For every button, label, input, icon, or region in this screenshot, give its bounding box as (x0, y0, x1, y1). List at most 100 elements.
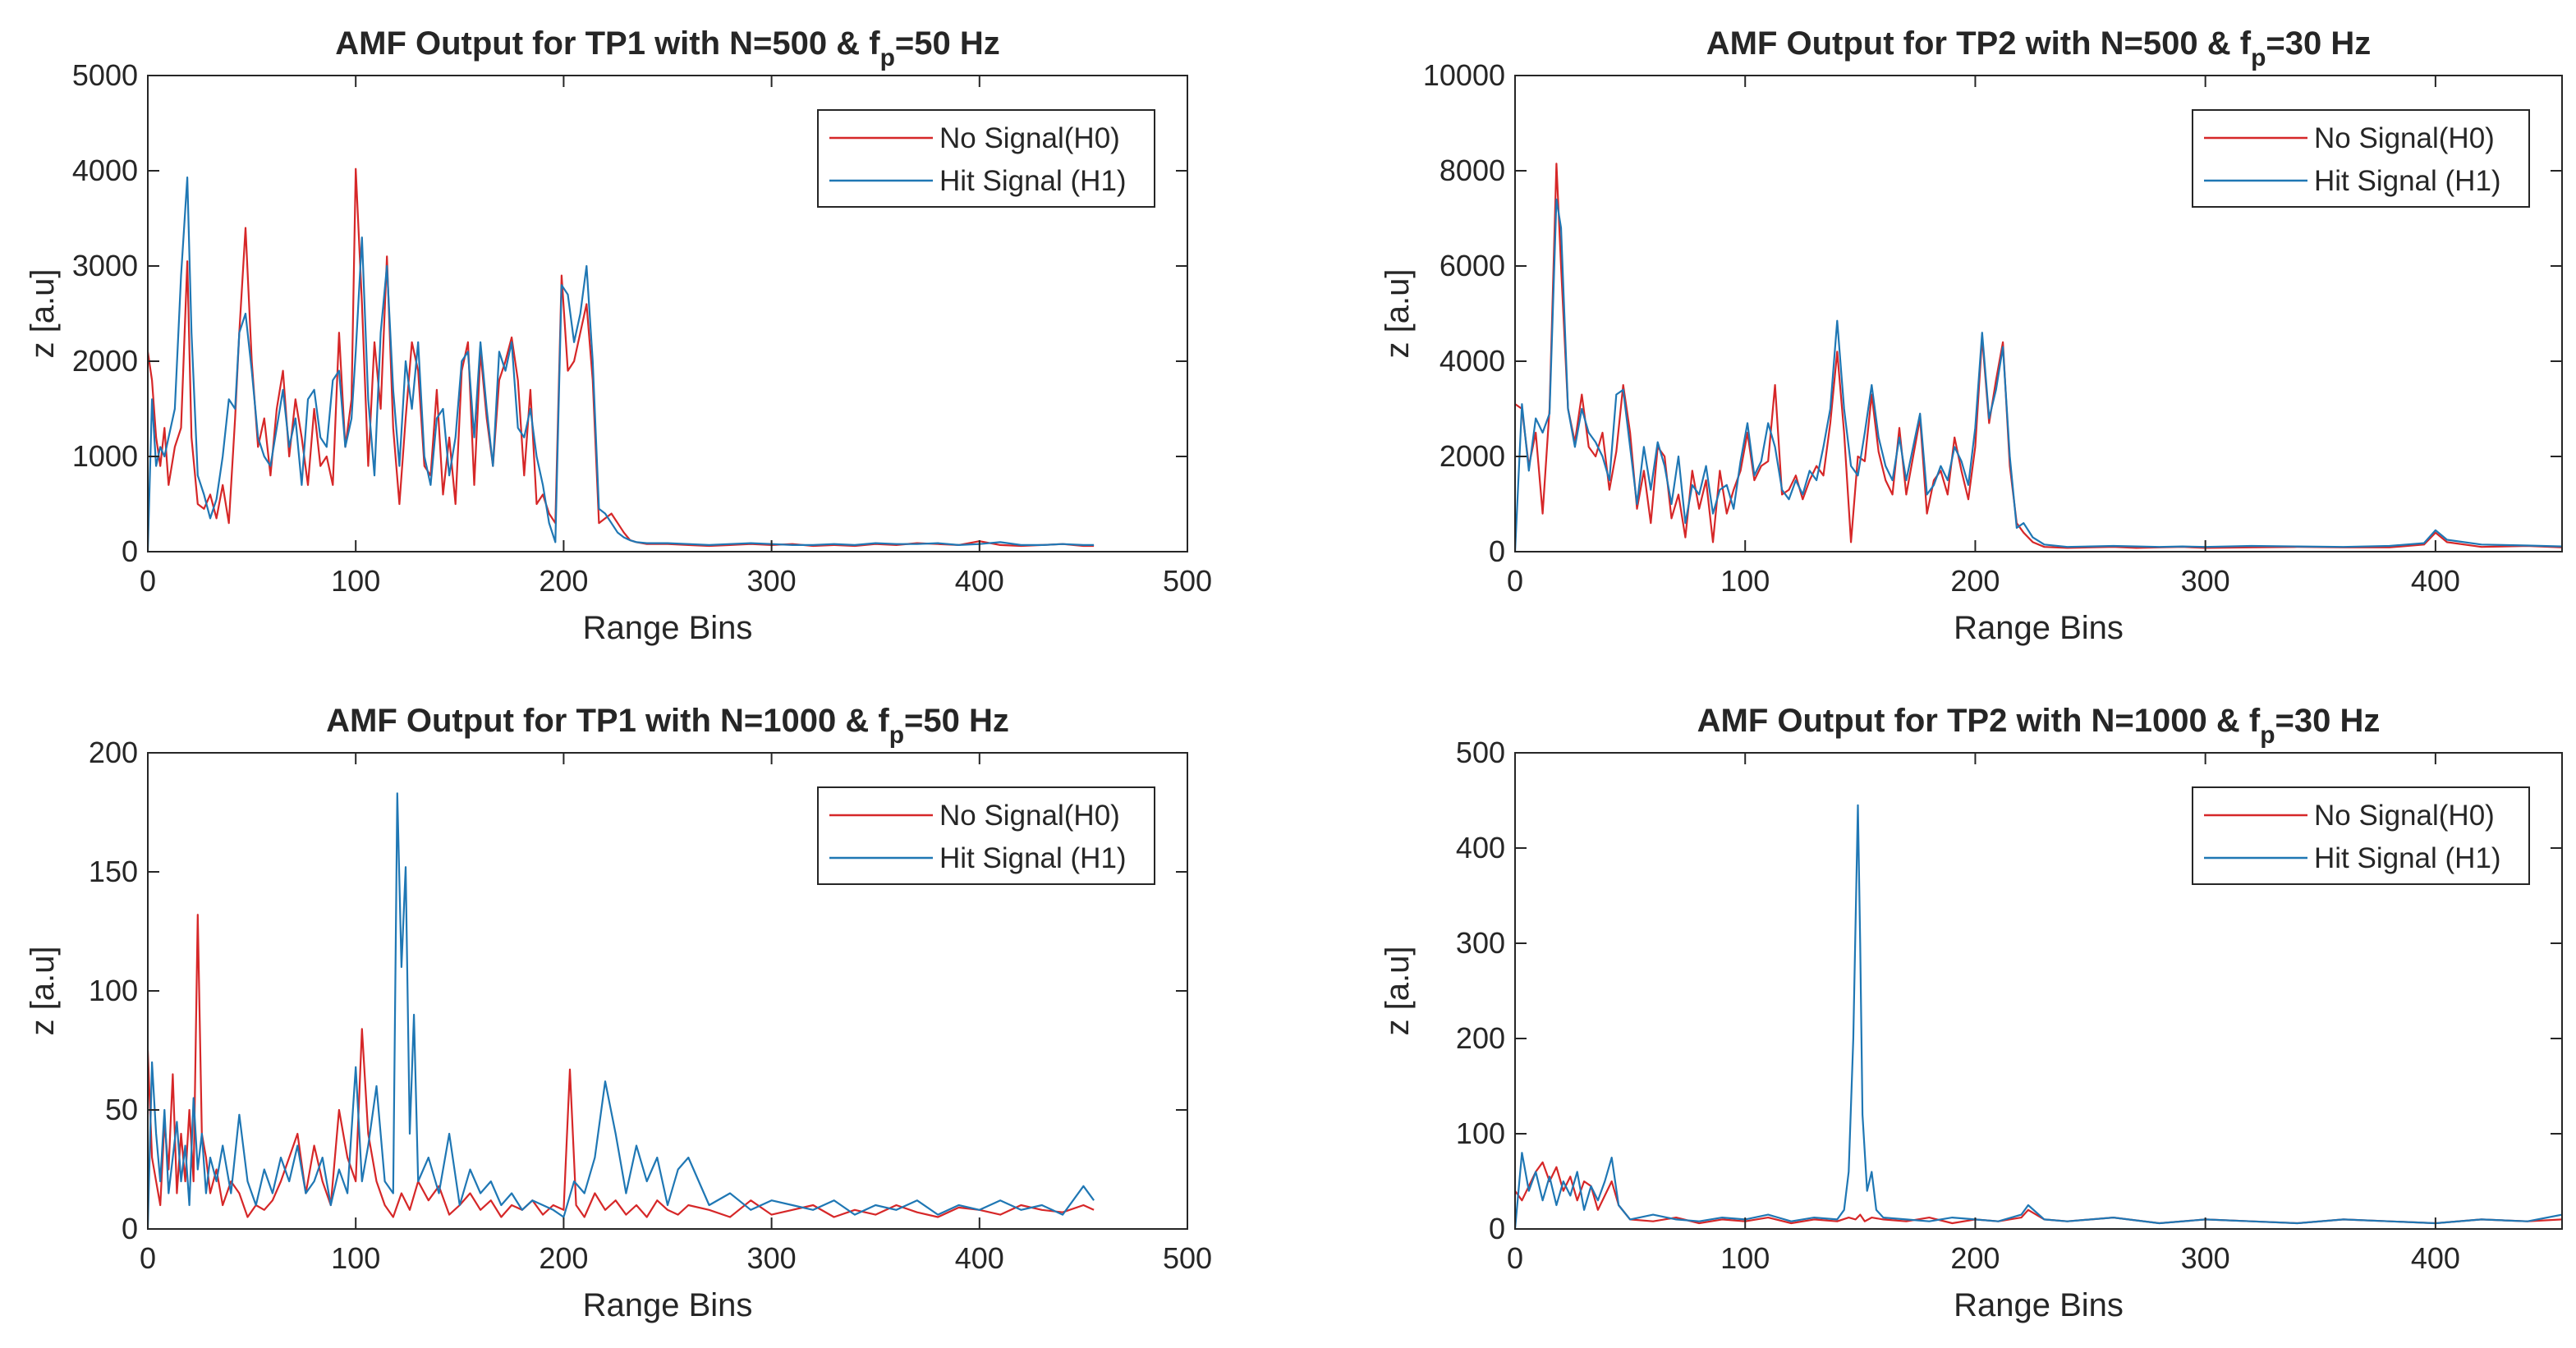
legend: No Signal(H0) Hit Signal (H1) (817, 786, 1155, 885)
y-tick-label: 2000 (1440, 439, 1505, 473)
y-tick-label: 6000 (1440, 249, 1505, 282)
chart-title-subscript: p (880, 44, 895, 71)
legend-label-hit-signal-h1: Hit Signal (H1) (2314, 165, 2501, 197)
y-tick-label: 10000 (1423, 58, 1505, 92)
chart-title-main: AMF Output for TP2 with N=1000 & f (1697, 703, 2261, 739)
chart-title-main: AMF Output for TP1 with N=500 & f (335, 25, 880, 62)
y-tick-label: 200 (89, 736, 138, 769)
series-line-no-signal-h0 (1515, 163, 2562, 549)
x-tick-label: 100 (1720, 564, 1770, 598)
x-tick-label: 0 (140, 1241, 156, 1275)
series-group (1515, 804, 2562, 1229)
y-tick-label: 300 (1456, 926, 1505, 960)
chart-panel-1: AMF Output for TP1 with N=500 & fp=50 Hz… (25, 25, 1212, 646)
x-tick-label: 200 (539, 564, 588, 598)
y-tick-label: 4000 (1440, 344, 1505, 378)
chart-title-tail: =30 Hz (2275, 703, 2381, 739)
legend-label-hit-signal-h1: Hit Signal (H1) (2314, 842, 2501, 874)
series-line-hit-signal-h1 (148, 792, 1095, 1229)
y-tick-label: 200 (1456, 1021, 1505, 1055)
subplot-grid: AMF Output for TP1 with N=500 & fp=50 Hz… (25, 25, 2563, 1323)
series-line-no-signal-h0 (148, 914, 1095, 1218)
legend-label-no-signal-h0: No Signal(H0) (939, 122, 1120, 154)
y-tick-label: 100 (1456, 1116, 1505, 1150)
y-tick-label: 0 (1489, 534, 1505, 568)
legend: No Signal(H0) Hit Signal (H1) (2192, 109, 2530, 208)
x-tick-label: 300 (2181, 564, 2230, 598)
series-line-no-signal-h0 (148, 167, 1095, 548)
legend: No Signal(H0) Hit Signal (H1) (817, 109, 1155, 208)
x-tick-label: 0 (1507, 1241, 1523, 1275)
chart-panel-3: AMF Output for TP1 with N=1000 & fp=50 H… (25, 703, 1212, 1323)
y-tick-label: 50 (105, 1093, 138, 1126)
legend-label-no-signal-h0: No Signal(H0) (2314, 122, 2495, 154)
x-tick-label: 100 (331, 1241, 380, 1275)
chart-title: AMF Output for TP1 with N=500 & fp=50 Hz (335, 25, 1000, 71)
chart-panel-2: AMF Output for TP2 with N=500 & fp=30 Hz… (1380, 25, 2563, 646)
axes-box (1514, 752, 2563, 1230)
axes-box (147, 75, 1188, 552)
x-tick-label: 300 (747, 564, 797, 598)
legend-box (2192, 109, 2530, 208)
x-tick-label: 200 (1950, 564, 2000, 598)
chart-panel-4: AMF Output for TP2 with N=1000 & fp=30 H… (1380, 703, 2563, 1323)
chart-title-subscript: p (889, 722, 904, 749)
x-tick-label: 300 (747, 1241, 797, 1275)
legend-label-no-signal-h0: No Signal(H0) (2314, 800, 2495, 832)
legend-box (2192, 786, 2530, 885)
x-axis-label: Range Bins (583, 1287, 753, 1323)
x-tick-label: 400 (955, 1241, 1004, 1275)
x-axis-label: Range Bins (583, 610, 753, 646)
chart-title: AMF Output for TP2 with N=500 & fp=30 Hz (1706, 25, 2372, 71)
x-tick-label: 500 (1163, 564, 1212, 598)
axes-box (1514, 75, 2563, 552)
series-line-hit-signal-h1 (148, 177, 1095, 552)
series-line-hit-signal-h1 (1515, 198, 2562, 552)
chart-title: AMF Output for TP1 with N=1000 & fp=50 H… (326, 703, 1009, 749)
y-tick-label: 3000 (72, 249, 138, 282)
chart-title: AMF Output for TP2 with N=1000 & fp=30 H… (1697, 703, 2381, 749)
y-tick-label: 100 (89, 974, 138, 1007)
chart-title-subscript: p (2260, 722, 2275, 749)
series-line-hit-signal-h1 (1515, 804, 2562, 1229)
x-tick-label: 0 (140, 564, 156, 598)
y-tick-label: 500 (1456, 736, 1505, 769)
x-tick-label: 500 (1163, 1241, 1212, 1275)
chart-title-tail: =30 Hz (2266, 25, 2371, 62)
y-tick-label: 8000 (1440, 154, 1505, 187)
x-tick-label: 400 (2411, 564, 2460, 598)
x-tick-label: 200 (1950, 1241, 2000, 1275)
x-tick-label: 100 (1720, 1241, 1770, 1275)
series-group (148, 792, 1095, 1229)
y-tick-label: 2000 (72, 344, 138, 378)
x-tick-label: 200 (539, 1241, 588, 1275)
y-axis-label: z [a.u] (1380, 947, 1416, 1036)
y-tick-label: 0 (122, 534, 138, 568)
x-tick-label: 400 (955, 564, 1004, 598)
y-tick-label: 400 (1456, 831, 1505, 864)
x-tick-label: 400 (2411, 1241, 2460, 1275)
chart-title-main: AMF Output for TP1 with N=1000 & f (326, 703, 889, 739)
x-axis-label: Range Bins (1954, 1287, 2124, 1323)
chart-title-subscript: p (2251, 44, 2266, 71)
legend-label-no-signal-h0: No Signal(H0) (939, 800, 1120, 832)
y-tick-label: 5000 (72, 58, 138, 92)
y-tick-label: 150 (89, 855, 138, 888)
y-axis-label: z [a.u] (1380, 269, 1416, 359)
legend: No Signal(H0) Hit Signal (H1) (2192, 786, 2530, 885)
y-tick-label: 0 (122, 1212, 138, 1245)
chart-title-main: AMF Output for TP2 with N=500 & f (1706, 25, 2252, 62)
chart-title-tail: =50 Hz (895, 25, 1000, 62)
legend-label-hit-signal-h1: Hit Signal (H1) (939, 842, 1127, 874)
x-tick-label: 300 (2181, 1241, 2230, 1275)
y-axis-label: z [a.u] (25, 269, 61, 359)
y-tick-label: 1000 (72, 439, 138, 473)
y-tick-label: 0 (1489, 1212, 1505, 1245)
x-axis-label: Range Bins (1954, 610, 2124, 646)
y-axis-label: z [a.u] (25, 947, 61, 1036)
x-tick-label: 0 (1507, 564, 1523, 598)
y-tick-label: 4000 (72, 154, 138, 187)
legend-box (817, 109, 1155, 208)
